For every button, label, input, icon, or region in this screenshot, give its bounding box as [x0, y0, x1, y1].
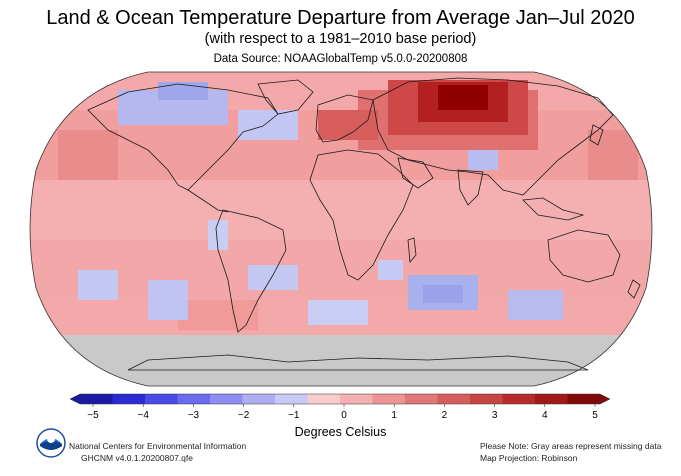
africa-outline — [309, 149, 414, 281]
ocean-band-tropics — [30, 180, 652, 240]
colorbar-segment — [470, 394, 503, 404]
colorbar-tick-label: 3 — [492, 410, 498, 421]
footer-left-line1: National Centers for Environmental Infor… — [69, 441, 247, 451]
south-atlantic-patch — [178, 300, 258, 330]
colorbar-tick-label: 5 — [592, 410, 598, 421]
title-block: Land & Ocean Temperature Departure from … — [0, 6, 681, 67]
map-svg — [29, 71, 653, 387]
asia-outline — [372, 77, 614, 196]
colorbar-tick-label: 4 — [542, 410, 548, 421]
colorbar-tick-label: 2 — [442, 410, 448, 421]
east-pacific-cool — [208, 220, 228, 250]
antarctica-missing-data — [30, 335, 652, 386]
colorbar-tick-label: 0 — [341, 410, 347, 421]
antarctica-outline — [127, 354, 589, 371]
india-outline — [457, 169, 484, 206]
colorbar-svg: −5 −4 −3 −2 −1 0 1 2 3 4 5 — [69, 393, 611, 421]
pacific-warm-patch — [58, 130, 118, 180]
india-cool-patch — [468, 150, 498, 170]
madagascar-outline — [407, 237, 417, 263]
colorbar-right-arrow — [599, 393, 611, 405]
south-america-outline — [215, 209, 287, 333]
australia-outline — [547, 229, 621, 283]
north-atlantic-cool — [238, 110, 298, 140]
colorbar-segment — [145, 394, 178, 404]
colorbar-tick-label: −1 — [288, 410, 300, 421]
footer-right-line2: Map Projection: Robinson — [480, 453, 578, 463]
colorbar-label: Degrees Celsius — [294, 425, 387, 439]
arabia-outline — [397, 157, 434, 189]
west-pacific-warm-patch — [588, 130, 638, 180]
colorbar-tick-label: −4 — [137, 410, 149, 421]
colorbar-tick-label: −5 — [87, 410, 99, 421]
colorbar-segment — [80, 394, 113, 404]
colorbar-segment — [275, 394, 308, 404]
colorbar-segment — [535, 394, 568, 404]
colorbar-segment — [340, 394, 373, 404]
colorbar-segment — [405, 394, 438, 404]
footer-left: National Centers for Environmental Infor… — [69, 440, 246, 464]
southeast-asia-islands-outline — [522, 197, 585, 221]
colorbar-segment — [177, 394, 211, 404]
colorbar-segment — [112, 394, 146, 404]
colorbar-segment — [210, 394, 243, 404]
temperature-map — [28, 70, 654, 388]
colorbar-segment — [502, 394, 536, 404]
greenland-outline — [257, 79, 314, 115]
europe-outline — [315, 94, 374, 143]
coastlines — [87, 77, 641, 371]
footer-right: Please Note: Gray areas represent missin… — [480, 440, 661, 464]
map-title: Land & Ocean Temperature Departure from … — [46, 7, 635, 29]
new-zealand-outline — [627, 279, 641, 299]
siberia-hottest-core — [438, 85, 488, 110]
colorbar: −5 −4 −3 −2 −1 0 1 2 3 4 5 — [0, 390, 681, 440]
south-pacific-cool-1 — [148, 280, 188, 320]
indian-ocean-cool-core — [423, 285, 463, 303]
data-source: Data Source: NOAAGlobalTemp v5.0.0-20200… — [213, 53, 468, 65]
north-america-outline — [87, 83, 279, 191]
japan-outline — [589, 124, 604, 146]
colorbar-tick-label: −3 — [188, 410, 200, 421]
footer-left-line2: GHCNM v4.0.1.20200807.qfe — [81, 453, 193, 463]
tasman-cool — [508, 290, 563, 320]
colorbar-outline — [79, 393, 601, 405]
south-america-cool — [248, 265, 298, 290]
colorbar-tick-label: 1 — [391, 410, 397, 421]
map-subtitle: (with respect to a 1981–2010 base period… — [204, 31, 477, 47]
colorbar-segment — [567, 394, 601, 404]
colorbar-left-arrow — [69, 393, 81, 405]
colorbar-segment — [437, 394, 471, 404]
colorbar-segment — [242, 394, 276, 404]
south-africa-cool — [378, 260, 403, 280]
noaa-logo-icon — [36, 428, 66, 458]
southeast-pacific-cool — [78, 270, 118, 300]
globe-border — [29, 71, 653, 387]
colorbar-tick-label: −2 — [238, 410, 250, 421]
south-atlantic-cool — [308, 300, 368, 325]
footer-right-line1: Please Note: Gray areas represent missin… — [480, 441, 662, 451]
colorbar-segment — [307, 394, 341, 404]
noaa-logo — [36, 428, 66, 458]
colorbar-segment — [372, 394, 406, 404]
